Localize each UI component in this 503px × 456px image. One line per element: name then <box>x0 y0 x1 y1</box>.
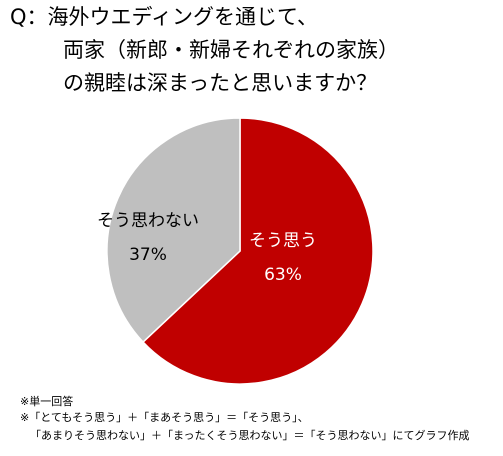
slice-label-1: そう思う <box>249 231 317 251</box>
note-definition-agree: ※「とてもそう思う」＋「まあそう思う」＝「そう思う」、 <box>20 411 309 424</box>
chart-title-line-3: の親睦は深まったと思いますか？ <box>63 71 378 95</box>
pie-slice-1 <box>141 117 374 385</box>
chart-title-line-1: Q：海外ウエディングを通じて、 <box>10 5 319 29</box>
note-definition-disagree: 「あまりそう思わない」＋「まったくそう思わない」＝「そう思わない」にてグラフ作成 <box>30 429 470 442</box>
note-single-answer: ※単一回答 <box>20 395 74 408</box>
slice-value-label-2: 37% <box>129 245 167 265</box>
slice-value-label-1: 63% <box>264 265 302 285</box>
chart-title-line-2: 両家（新郎・新婦それぞれの家族） <box>63 38 399 62</box>
pie-slice-2 <box>106 117 241 344</box>
slice-label-2: そう思わない <box>97 211 199 231</box>
